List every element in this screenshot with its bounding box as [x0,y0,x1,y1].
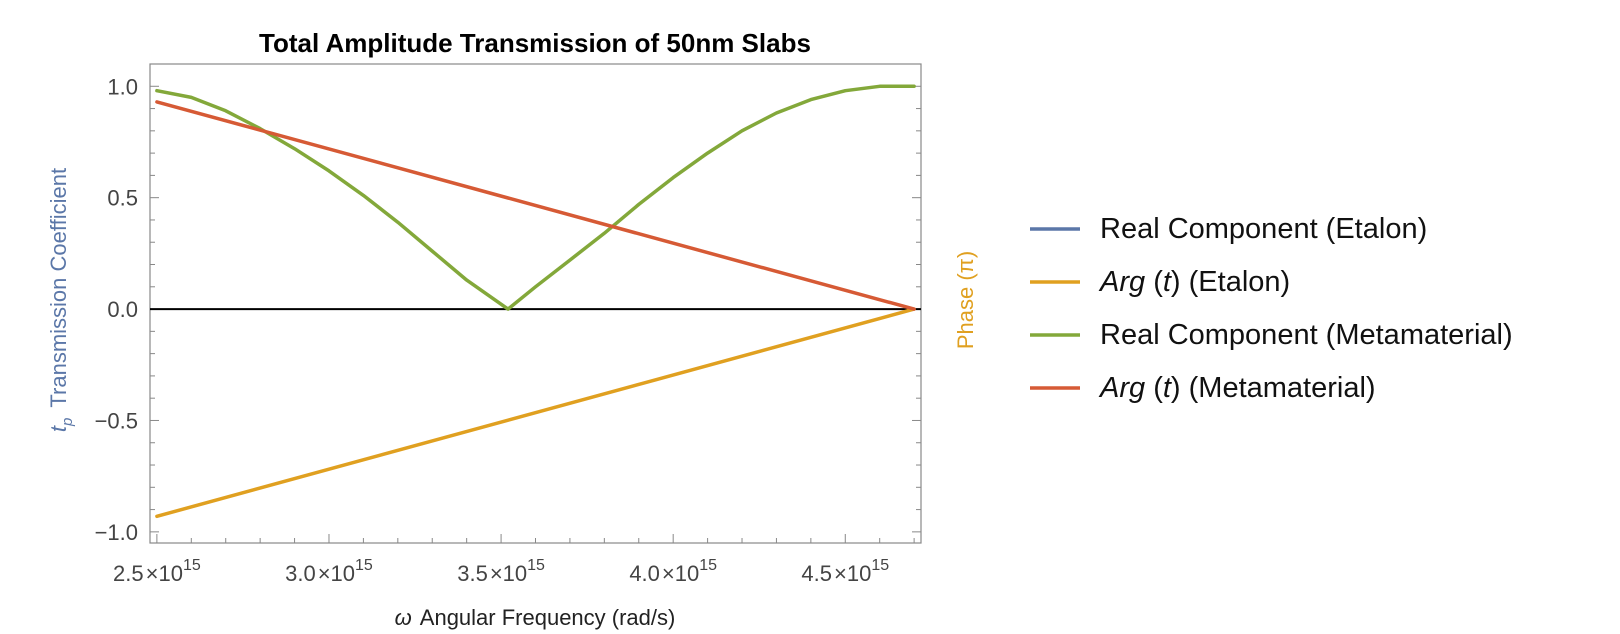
x-tick-exponent: 15 [355,557,373,574]
x-tick-exponent: 15 [871,557,889,574]
legend: Real Component (Etalon)Arg (t) (Etalon)R… [1030,213,1513,404]
y-tick-label: 0.0 [107,297,138,322]
legend-label-part: ( [1145,372,1163,404]
x-tick-label: 3.5×1015 [457,557,545,586]
legend-label-1: Arg (t) (Etalon) [1098,266,1290,298]
legend-label-part: t [1163,266,1173,298]
legend-label-2: Real Component (Metamaterial) [1100,319,1513,351]
legend-label-3: Arg (t) (Metamaterial) [1098,372,1376,404]
x-tick-label: 4.0×1015 [629,557,717,586]
y-axis-label: tp Transmission Coefficient [46,168,76,432]
y-tick-label: 1.0 [107,74,138,99]
legend-label-part: t [1163,372,1173,404]
y-tick-label: −0.5 [95,408,138,433]
x-tick-exponent: 15 [183,557,201,574]
series-line-2 [155,84,916,311]
x-axis: 2.5×1015 3.0×1015 3.5×1015 4.0×1015 4.5×1015 [113,534,915,586]
x-tick-times: ×10 [490,561,527,586]
legend-label-part: Real Component (Metamaterial) [1100,319,1513,351]
x-tick-times: ×10 [318,561,355,586]
legend-label-part: Arg [1098,372,1145,404]
x-tick-times: ×10 [662,561,699,586]
legend-label-part: ( [1145,266,1163,298]
y-axis-right-label: Phase (π) [953,251,978,349]
x-tick-exponent: 15 [699,557,717,574]
y-tick-label: −1.0 [95,520,138,545]
legend-label-part: Arg [1098,266,1145,298]
x-axis-label-symbol: ω [395,605,412,630]
x-tick-mantissa: 4.5 [801,561,832,586]
x-tick-exponent: 15 [527,557,545,574]
y-axis: 1.0 0.5 0.0 −0.5 −1.0 [95,63,921,545]
x-tick-mantissa: 4.0 [629,561,660,586]
x-tick-mantissa: 2.5 [113,561,144,586]
series-group [155,84,916,519]
series-line-3 [155,100,916,311]
chart-title: Total Amplitude Transmission of 50nm Sla… [259,28,811,58]
series-line-1 [155,307,916,519]
plot-frame [149,63,922,544]
x-tick-times: ×10 [834,561,871,586]
legend-label-part: ) (Etalon) [1171,266,1290,298]
x-axis-label: ω Angular Frequency (rad/s) [395,605,676,630]
y-axis-label-symbol: t [46,425,71,432]
y-axis-label-subscript: p [59,418,76,427]
legend-label-part: Real Component (Etalon) [1100,213,1427,245]
y-axis-label-text: Transmission Coefficient [46,168,71,408]
y-tick-label: 0.5 [107,186,138,211]
x-tick-mantissa: 3.5 [457,561,488,586]
x-tick-label: 4.5×1015 [801,557,889,586]
x-tick-label: 3.0×1015 [285,557,373,586]
x-tick-mantissa: 3.0 [285,561,316,586]
legend-label-part: ) (Metamaterial) [1171,372,1376,404]
x-tick-label: 2.5×1015 [113,557,201,586]
x-tick-times: ×10 [146,561,183,586]
legend-label-0: Real Component (Etalon) [1100,213,1427,245]
x-axis-label-text: Angular Frequency (rad/s) [420,605,676,630]
